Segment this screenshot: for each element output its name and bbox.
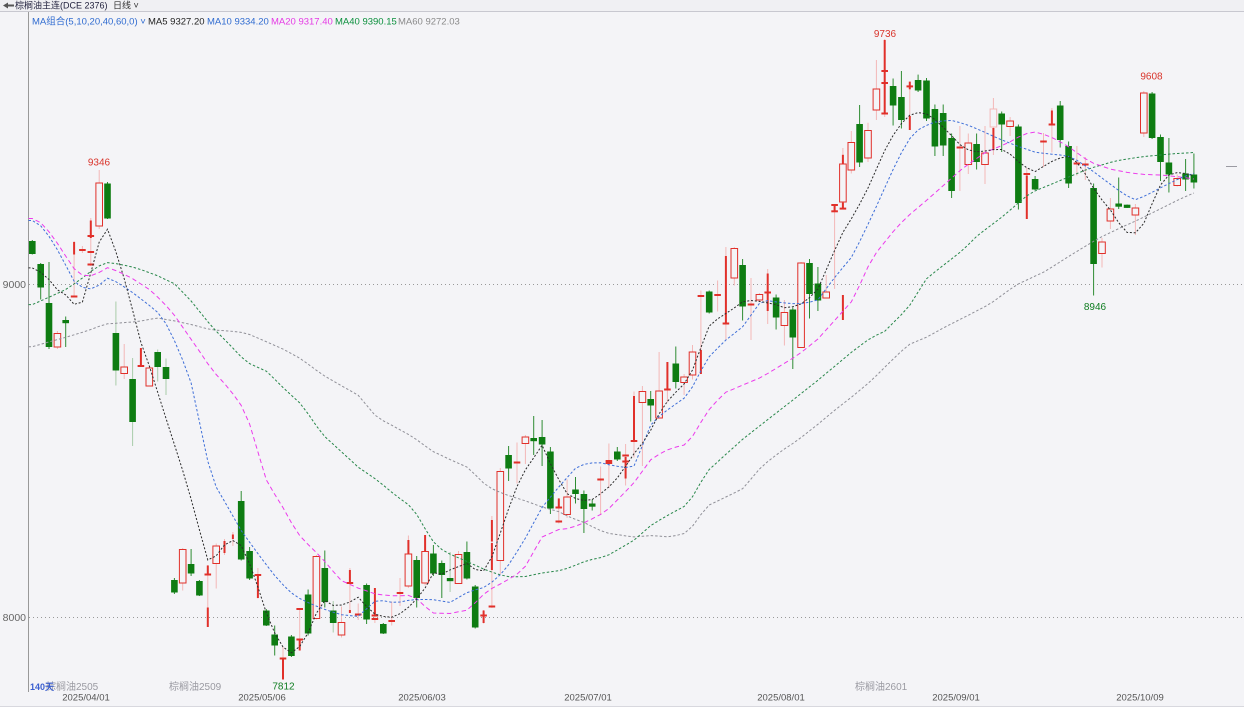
svg-text:9346: 9346	[88, 158, 111, 169]
svg-text:2025/07/01: 2025/07/01	[564, 693, 612, 704]
svg-text:棕榈油2601: 棕榈油2601	[855, 680, 908, 693]
svg-text:2025/04/01: 2025/04/01	[62, 693, 110, 704]
svg-text:MA10 9334.20: MA10 9334.20	[207, 17, 269, 28]
svg-text:140天: 140天	[30, 682, 55, 692]
svg-text:2025/08/01: 2025/08/01	[757, 693, 805, 704]
svg-text:棕榈油主连(DCE 2376): 棕榈油主连(DCE 2376)	[15, 0, 108, 11]
svg-text:2025/09/01: 2025/09/01	[932, 693, 980, 704]
svg-text:9000: 9000	[3, 279, 27, 291]
svg-text:MA40 9390.15: MA40 9390.15	[335, 17, 397, 28]
svg-text:8946: 8946	[1084, 302, 1107, 313]
svg-text:7812: 7812	[272, 682, 295, 693]
svg-text:棕榈油2509: 棕榈油2509	[169, 680, 222, 693]
svg-text:MA组合(5,10,20,40,60,0) ˅: MA组合(5,10,20,40,60,0) ˅	[32, 16, 146, 28]
svg-text:MA60 9272.03: MA60 9272.03	[398, 17, 460, 28]
svg-text:2025/06/03: 2025/06/03	[398, 693, 446, 704]
svg-text:9608: 9608	[1140, 72, 1163, 83]
svg-text:9736: 9736	[874, 29, 897, 40]
svg-text:2025/05/06: 2025/05/06	[238, 693, 286, 704]
svg-text:MA5 9327.20: MA5 9327.20	[148, 17, 205, 28]
svg-text:日线 ˅: 日线 ˅	[113, 0, 139, 11]
svg-text:棕榈油2505: 棕榈油2505	[46, 680, 99, 693]
svg-text:MA20 9317.40: MA20 9317.40	[271, 17, 333, 28]
svg-text:8000: 8000	[3, 612, 27, 624]
svg-text:2025/10/09: 2025/10/09	[1116, 693, 1164, 704]
